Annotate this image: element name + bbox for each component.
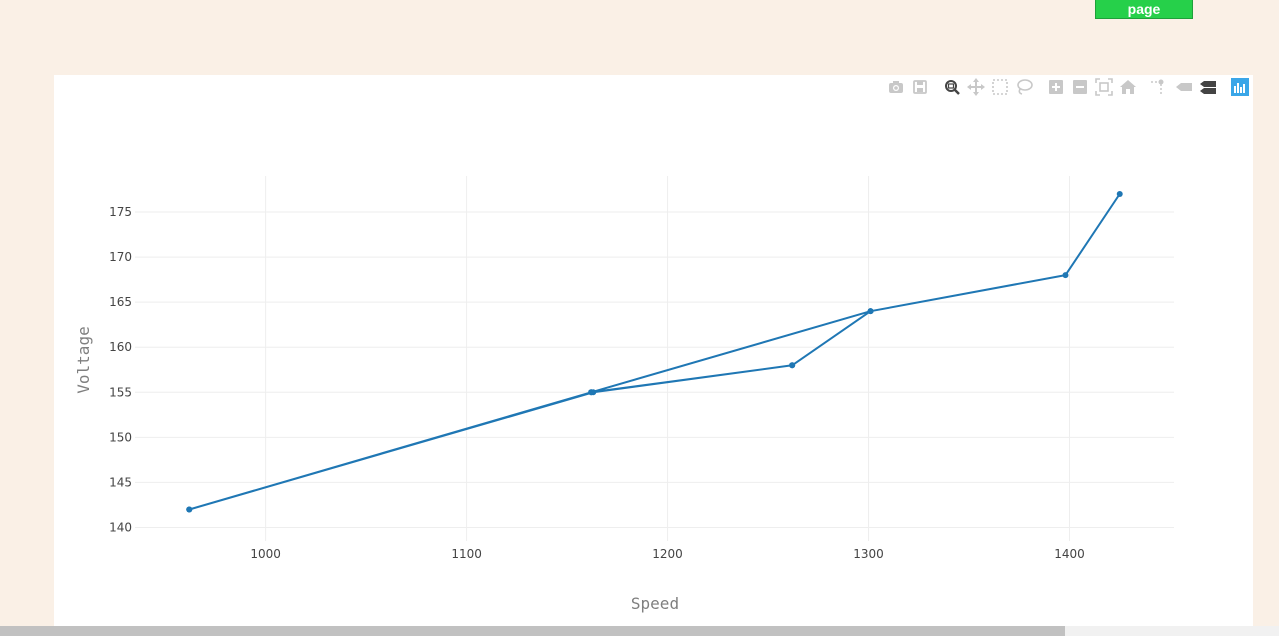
scrollbar-thumb[interactable] <box>0 626 1065 636</box>
save-icon[interactable] <box>911 78 929 96</box>
data-point[interactable] <box>789 362 796 369</box>
lasso-select-icon[interactable] <box>1015 78 1033 96</box>
series-line <box>188 193 1121 511</box>
y-tick-label: 155 <box>109 385 132 399</box>
plot-area <box>54 75 1253 626</box>
x-tick-label: 1000 <box>250 547 281 561</box>
data-point[interactable] <box>1116 191 1123 198</box>
x-axis-ticks: 1000 1100 1200 1300 1400 <box>250 547 1084 561</box>
camera-icon[interactable] <box>887 78 905 96</box>
x-tick-label: 1400 <box>1054 547 1085 561</box>
data-point[interactable] <box>1062 272 1069 279</box>
y-tick-label: 170 <box>109 250 132 264</box>
reset-axes-icon[interactable] <box>1119 78 1137 96</box>
zoom-in-icon[interactable] <box>1047 78 1065 96</box>
series-points[interactable] <box>186 191 1123 513</box>
horizontal-scrollbar[interactable] <box>0 626 1279 636</box>
x-tick-label: 1200 <box>652 547 683 561</box>
data-point[interactable] <box>588 389 595 396</box>
hover-closest-icon[interactable] <box>1175 78 1193 96</box>
data-point[interactable] <box>186 506 193 513</box>
y-tick-label: 165 <box>109 295 132 309</box>
toggle-spike-lines-icon[interactable] <box>1149 78 1167 96</box>
data-point[interactable] <box>867 308 874 315</box>
plotly-logo-icon[interactable] <box>1231 78 1249 96</box>
y-axis-title: Voltage <box>74 326 93 393</box>
y-tick-label: 160 <box>109 340 132 354</box>
pan-icon[interactable] <box>967 78 985 96</box>
grid <box>135 176 1174 541</box>
y-tick-label: 175 <box>109 205 132 219</box>
x-axis-title: Speed <box>631 594 679 613</box>
zoom-out-icon[interactable] <box>1071 78 1089 96</box>
x-tick-label: 1300 <box>853 547 884 561</box>
x-tick-label: 1100 <box>451 547 482 561</box>
box-select-icon[interactable] <box>991 78 1009 96</box>
autoscale-icon[interactable] <box>1095 78 1113 96</box>
y-tick-label: 145 <box>109 475 132 489</box>
hover-compare-icon[interactable] <box>1199 78 1217 96</box>
y-tick-label: 150 <box>109 430 132 444</box>
zoom-icon[interactable] <box>943 78 961 96</box>
y-axis-ticks: 140 145 150 155 160 165 170 175 <box>109 205 132 534</box>
page-button[interactable]: page <box>1095 0 1193 19</box>
y-tick-label: 140 <box>109 520 132 534</box>
series-path <box>188 193 1121 511</box>
